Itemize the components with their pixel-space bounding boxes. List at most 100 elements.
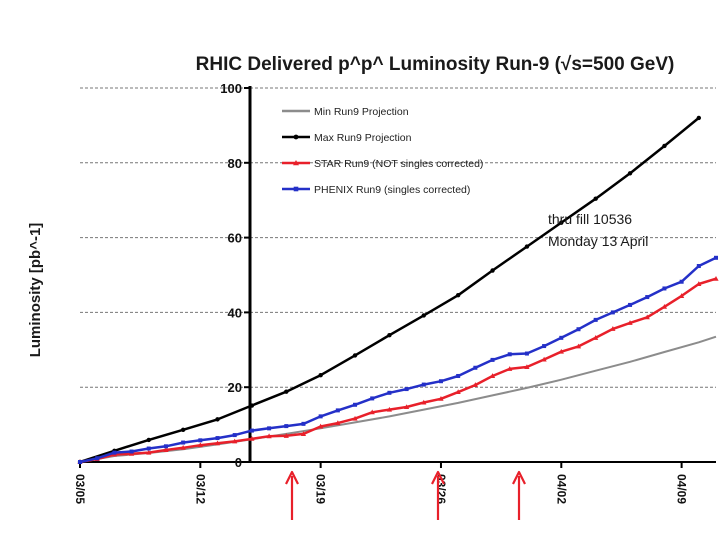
- series-3-point-13: [301, 421, 306, 426]
- series-2: [77, 275, 719, 464]
- series-3-point-4: [146, 446, 151, 451]
- series-2-point-20: [421, 399, 427, 405]
- series-3-point-26: [524, 351, 529, 356]
- red-arrow-0: [285, 470, 299, 520]
- series-3-point-18: [387, 390, 392, 395]
- legend-marker-3: [293, 186, 299, 192]
- series-3-point-32: [628, 302, 633, 307]
- series-2-point-8: [214, 440, 221, 446]
- series-3-point-16: [353, 402, 358, 407]
- series-1-point-11: [455, 292, 461, 298]
- series-3-point-24: [490, 357, 495, 362]
- series-3-point-9: [232, 433, 237, 438]
- series-3-point-31: [610, 310, 615, 315]
- series-3-point-14: [318, 414, 323, 419]
- series-2-point-7: [197, 442, 203, 448]
- red-arrow-head-1: [431, 470, 445, 485]
- series-3-point-36: [696, 264, 701, 269]
- series-2-point-30: [593, 335, 599, 340]
- series-2-point-23: [472, 382, 478, 387]
- series-3-point-12: [284, 424, 289, 429]
- series-line-2: [79, 277, 717, 464]
- x-tick-label-4: 04/02: [554, 474, 568, 504]
- series-1-point-9: [387, 333, 392, 338]
- series-1-point-7: [318, 373, 323, 378]
- chart-title: RHIC Delivered p^p^ Luminosity Run-9 (√s…: [196, 54, 675, 75]
- series-2-point-6: [180, 444, 186, 450]
- series-3-point-3: [129, 449, 134, 454]
- series-2-point-11: [266, 433, 272, 439]
- series-2-point-18: [386, 406, 393, 412]
- series-2-point-12: [283, 433, 289, 438]
- series-3-point-30: [593, 317, 598, 322]
- series-3-point-27: [542, 344, 547, 349]
- series-1-point-4: [215, 417, 220, 422]
- red-arrow-head-2: [512, 470, 526, 485]
- series-2-point-28: [558, 348, 564, 354]
- y-tick-label-100: 100: [220, 81, 242, 96]
- y-tick-label-20: 20: [228, 380, 242, 395]
- series-2-point-36: [696, 281, 702, 286]
- series-1: [77, 115, 702, 465]
- series-3-point-25: [507, 352, 512, 357]
- series-1-point-17: [662, 143, 667, 149]
- series-2-point-34: [661, 303, 668, 309]
- series-1-point-10: [421, 313, 426, 318]
- x-tick-label-5: 04/09: [675, 474, 689, 504]
- data-series: [77, 115, 719, 465]
- series-1-point-18: [696, 115, 702, 121]
- series-2-point-21: [438, 395, 444, 401]
- legend-label-3: PHENIX Run9 (singles corrected): [314, 184, 470, 196]
- annotation-1: Monday 13 April: [548, 233, 648, 249]
- series-3-point-34: [662, 286, 667, 291]
- series-1-point-6: [284, 389, 289, 394]
- x-tick-label-2: 03/19: [314, 474, 328, 504]
- x-ticks: 03/05 03/12 03/19 03/26 04/02 04/09: [73, 462, 689, 504]
- series-2-point-17: [369, 409, 375, 415]
- y-tick-label-60: 60: [228, 231, 242, 246]
- series-2-point-15: [335, 420, 341, 426]
- series-3-point-10: [249, 428, 254, 433]
- y-tick-label-40: 40: [228, 305, 242, 320]
- series-line-0: [79, 335, 717, 463]
- series-2-point-35: [679, 293, 685, 298]
- legend-label-0: Min Run9 Projection: [314, 106, 409, 118]
- red-arrow-head-0: [285, 470, 299, 485]
- y-tick-label-0: 0: [235, 455, 242, 470]
- y-tick-label-80: 80: [228, 156, 242, 171]
- series-2-point-13: [300, 431, 307, 436]
- series-3-point-17: [370, 396, 375, 401]
- series-2-point-24: [489, 373, 496, 378]
- series-2-point-22: [455, 389, 461, 395]
- series-2-point-26: [524, 364, 530, 370]
- series-3: [78, 255, 718, 464]
- series-1-point-2: [146, 437, 151, 443]
- series-2-point-9: [232, 438, 238, 444]
- series-3-point-29: [576, 327, 581, 332]
- series-3-point-37: [714, 255, 718, 260]
- legend-marker-1: [293, 134, 299, 140]
- series-3-point-11: [267, 426, 272, 431]
- series-1-point-14: [559, 220, 564, 225]
- series-3-point-2: [112, 450, 117, 455]
- legend-marker-2: [293, 160, 299, 166]
- series-2-point-33: [644, 314, 650, 320]
- series-1-point-5: [249, 403, 255, 408]
- series-3-point-8: [215, 436, 220, 441]
- series-2-point-29: [575, 343, 582, 349]
- annotations: thru fill 10536 Monday 13 April: [548, 211, 648, 249]
- series-1-point-13: [524, 244, 530, 249]
- series-3-point-7: [198, 438, 203, 443]
- series-1-point-15: [593, 196, 598, 201]
- series-1-point-3: [180, 427, 186, 433]
- annotation-0: thru fill 10536: [548, 211, 632, 227]
- series-3-point-33: [645, 295, 650, 300]
- axes: [80, 86, 716, 463]
- series-2-point-10: [249, 436, 255, 441]
- series-3-point-15: [335, 408, 340, 413]
- series-2-point-37: [713, 275, 719, 281]
- y-ticks: 0 20 40 60 80 100: [220, 81, 250, 470]
- series-0: [79, 335, 717, 463]
- series-2-point-4: [146, 449, 152, 455]
